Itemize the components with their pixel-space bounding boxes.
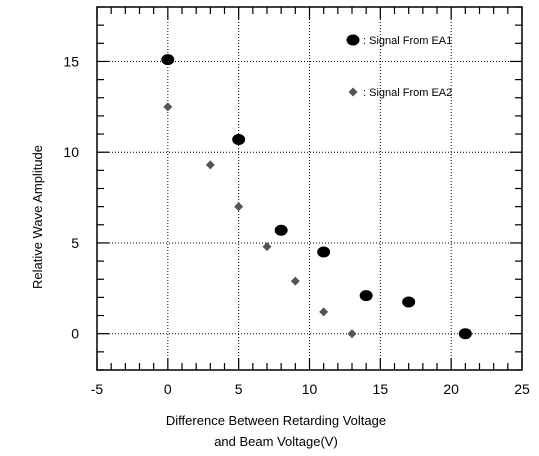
x-tick-label: 25 (514, 381, 530, 397)
data-point-series-1 (402, 296, 416, 308)
data-point-series-1 (161, 54, 175, 66)
data-point-series-1 (317, 246, 331, 258)
legend-marker-series-1 (346, 34, 360, 46)
data-point-series-2 (347, 329, 357, 339)
data-point-series-2 (319, 307, 329, 317)
x-tick-label: 15 (373, 381, 389, 397)
data-point-series-2 (205, 160, 215, 170)
data-point-series-1 (274, 224, 288, 236)
data-point-series-2 (290, 276, 300, 286)
legend-marker-series-2 (348, 87, 358, 97)
data-point-series-1 (458, 328, 472, 340)
axis-ticks (96, 6, 523, 371)
y-tick-label: 5 (71, 235, 79, 251)
x-tick-label: 20 (443, 381, 459, 397)
y-tick-label: 15 (63, 53, 79, 69)
y-tick-label: 10 (63, 144, 79, 160)
legend-label-series-1: : Signal From EA1 (363, 35, 452, 47)
tick-labels: -5 0 5 10 15 20 25 0 5 10 15 (63, 53, 530, 397)
legend: : Signal From EA1 : Signal From EA2 (346, 34, 452, 99)
x-tick-label: -5 (91, 381, 104, 397)
data-point-series-2 (262, 242, 272, 252)
x-tick-label: 0 (164, 381, 172, 397)
x-axis-label-line-1: Difference Between Retarding Voltage (166, 413, 386, 428)
x-axis-label-line-2: and Beam Voltage(V) (214, 434, 338, 449)
data-point-series-2 (163, 102, 173, 112)
y-axis-label: Relative Wave Amplitude (30, 145, 45, 289)
data-points (161, 54, 472, 340)
data-point-series-2 (234, 202, 244, 212)
data-point-series-1 (232, 133, 246, 145)
grid-lines (97, 7, 522, 370)
x-tick-label: 10 (302, 381, 318, 397)
x-tick-label: 5 (235, 381, 243, 397)
data-point-series-1 (359, 290, 373, 302)
legend-label-series-2: : Signal From EA2 (363, 87, 452, 99)
y-tick-label: 0 (71, 326, 79, 342)
